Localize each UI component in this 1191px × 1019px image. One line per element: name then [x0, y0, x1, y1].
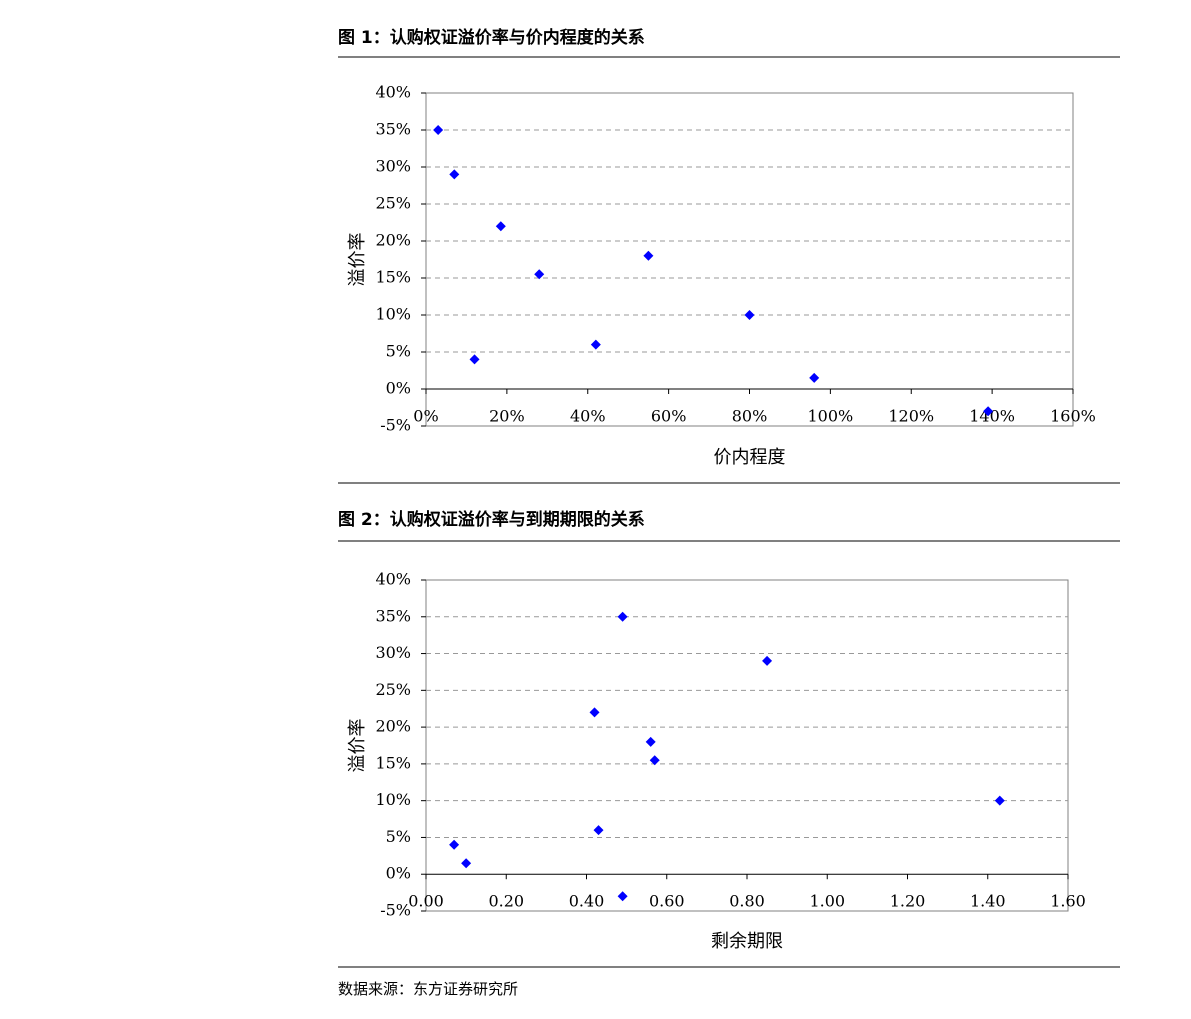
point	[495, 221, 506, 232]
y-tick-label: 25%	[375, 680, 411, 699]
y-tick-label: 5%	[386, 342, 411, 361]
x-tick-label: 1.40	[970, 892, 1006, 911]
point	[469, 354, 480, 365]
x-tick-label: 0.40	[569, 892, 605, 911]
y-tick-label: 40%	[375, 83, 411, 102]
y-tick-label: 35%	[375, 120, 411, 139]
point	[649, 755, 660, 766]
figure-caption: 图 2：认购权证溢价率与到期期限的关系	[338, 509, 645, 530]
plot-frame	[425, 92, 1074, 427]
point	[449, 839, 460, 850]
point	[643, 250, 654, 261]
x-tick-label: 0.00	[408, 892, 444, 911]
x-tick-label: 0.20	[488, 892, 524, 911]
point	[449, 169, 460, 180]
y-tick-label: 30%	[375, 643, 411, 662]
point	[983, 406, 994, 417]
x-tick-label: 60%	[651, 407, 687, 426]
point	[589, 707, 600, 718]
figure-caption: 图 1：认购权证溢价率与价内程度的关系	[338, 27, 645, 48]
point	[590, 339, 601, 350]
x-tick-label: 140%	[969, 407, 1015, 426]
point	[994, 795, 1005, 806]
y-tick-label: 15%	[375, 268, 411, 287]
y-tick-label: 0%	[386, 864, 411, 883]
x-tick-label: 1.00	[809, 892, 845, 911]
point	[744, 310, 755, 320]
y-tick-label: 10%	[375, 305, 411, 324]
point	[617, 891, 628, 902]
y-tick-label: -5%	[380, 416, 411, 435]
y-tick-label: 30%	[375, 157, 411, 176]
y-tick-label: 10%	[375, 790, 411, 809]
x-tick-label: 80%	[732, 407, 768, 426]
x-tick-label: 1.20	[890, 892, 926, 911]
point	[433, 125, 444, 135]
y-tick-label: 35%	[375, 606, 411, 625]
y-axis-label: 溢价率	[347, 233, 368, 287]
point	[762, 655, 773, 666]
point	[534, 269, 545, 280]
x-tick-label: 0.60	[649, 892, 685, 911]
x-tick-label: 120%	[888, 407, 934, 426]
x-axis-label: 剩余期限	[711, 931, 783, 952]
point	[809, 372, 820, 383]
y-tick-label: 0%	[386, 379, 411, 398]
x-axis-label: 价内程度	[714, 447, 786, 468]
x-tick-label: 160%	[1050, 407, 1096, 426]
point	[617, 611, 628, 622]
x-tick-label: 0.80	[729, 892, 765, 911]
x-tick-label: 20%	[489, 407, 525, 426]
x-tick-label: 40%	[570, 407, 606, 426]
y-tick-label: 25%	[375, 194, 411, 213]
x-tick-label: 100%	[808, 407, 854, 426]
point	[593, 825, 604, 836]
y-tick-label: 20%	[375, 717, 411, 736]
y-axis-label: 溢价率	[347, 719, 368, 773]
point	[461, 858, 472, 869]
point	[645, 736, 656, 747]
x-tick-label: 0%	[413, 407, 438, 426]
y-tick-label: 20%	[375, 231, 411, 250]
y-tick-label: 40%	[375, 570, 411, 589]
y-tick-label: 15%	[375, 753, 411, 772]
x-tick-label: 1.60	[1050, 892, 1086, 911]
y-tick-label: 5%	[386, 827, 411, 846]
y-tick-label: -5%	[380, 901, 411, 920]
source-note: 数据来源：东方证券研究所	[338, 980, 518, 998]
plot-frame	[425, 579, 1069, 912]
